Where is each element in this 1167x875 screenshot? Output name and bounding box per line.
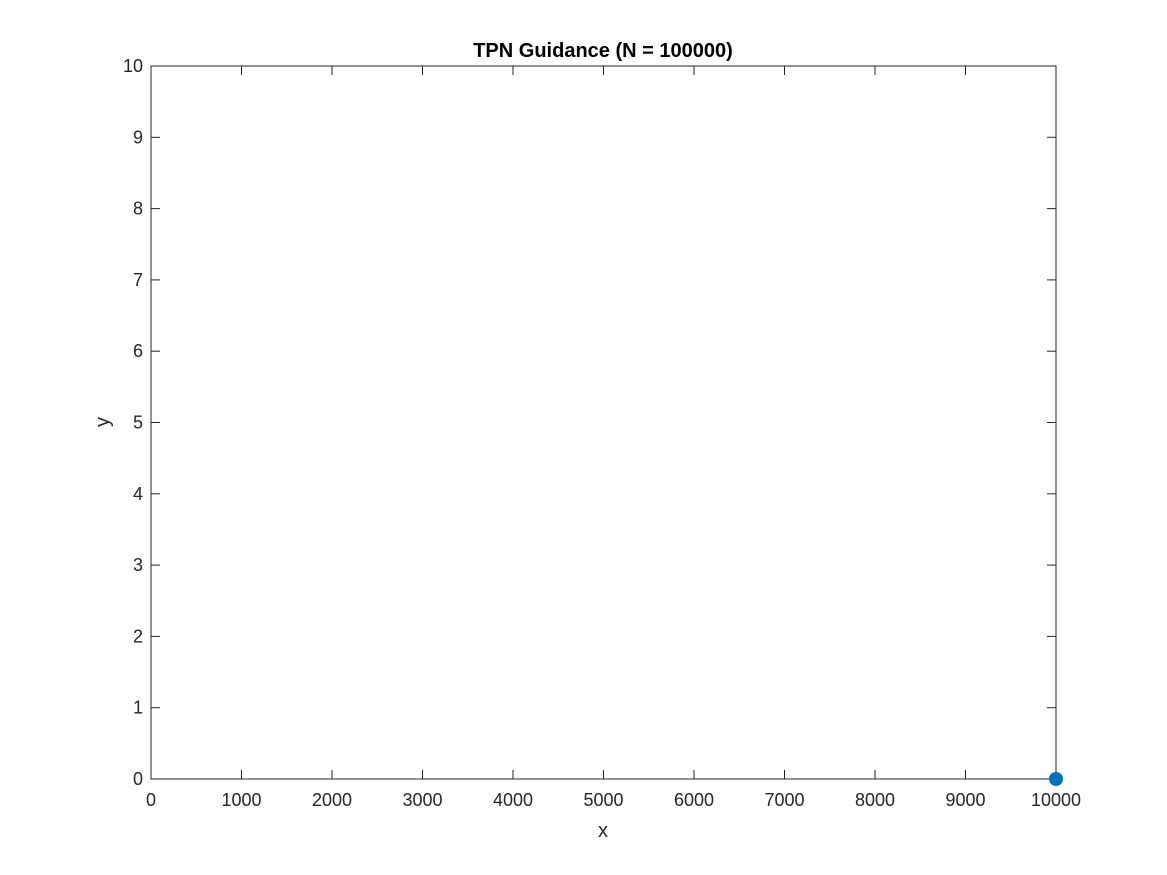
y-tick-label: 2: [133, 626, 143, 646]
series-layer: [1049, 772, 1063, 786]
ticks-layer: 0 1000 2000 3000 4000 5000 6000 7000 8000 9000 100…: [123, 56, 1081, 810]
y-tick-label: 3: [133, 555, 143, 575]
chart-title: TPN Guidance (N = 100000): [473, 40, 733, 62]
x-tick-label: 2000: [312, 790, 352, 810]
axes-box: [150, 65, 1057, 780]
y-tick-label: 4: [133, 484, 143, 504]
y-tick-label: 1: [133, 698, 143, 718]
y-tick-label: 9: [133, 127, 143, 147]
x-tick-label: 3000: [402, 790, 442, 810]
y-tick-label: 6: [133, 341, 143, 361]
x-axis-label: x: [598, 820, 608, 842]
x-tick-label: 9000: [945, 790, 985, 810]
x-tick-label: 7000: [764, 790, 804, 810]
x-tick-label: 8000: [855, 790, 895, 810]
x-tick-label: 4000: [493, 790, 533, 810]
y-tick-label: 7: [133, 270, 143, 290]
x-tick-label: 1000: [221, 790, 261, 810]
y-axis-label: y: [92, 417, 114, 427]
y-tick-label: 10: [123, 56, 143, 76]
data-point: [1049, 772, 1063, 786]
x-tick-label: 10000: [1031, 790, 1081, 810]
x-tick-label: 0: [146, 790, 156, 810]
y-tick-label: 8: [133, 199, 143, 219]
x-tick-label: 5000: [583, 790, 623, 810]
plot-area: [150, 65, 1057, 780]
y-tick-label: 5: [133, 413, 143, 433]
x-tick-label: 6000: [674, 790, 714, 810]
y-tick-label: 0: [133, 769, 143, 789]
